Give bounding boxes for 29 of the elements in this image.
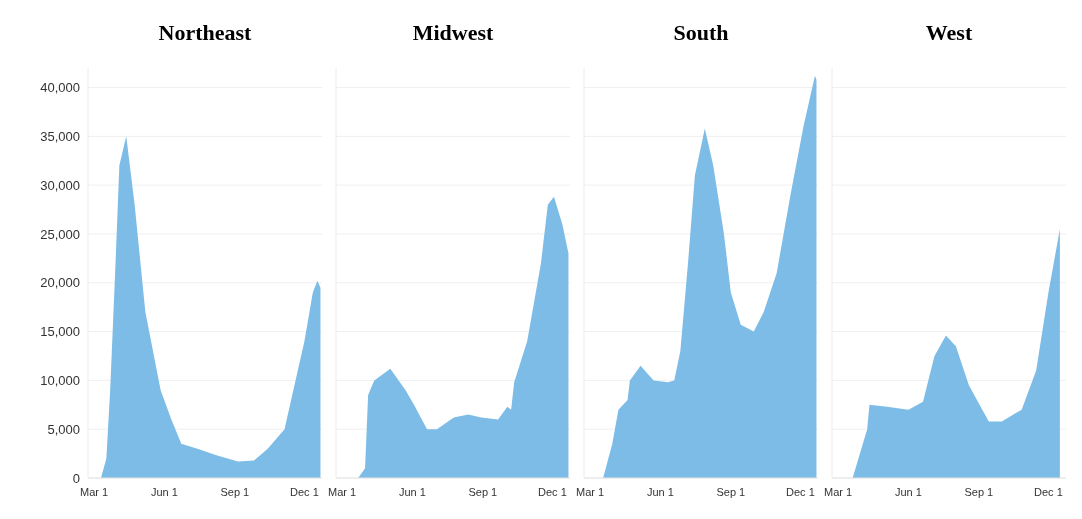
y-tick-label: 25,000	[40, 226, 80, 242]
y-tick-label: 30,000	[40, 177, 80, 193]
x-tick-label: Mar 1	[80, 486, 109, 498]
y-tick-label: 10,000	[40, 372, 80, 388]
x-tick-label: Dec 1	[538, 486, 567, 498]
x-tick-label: Jun 1	[895, 486, 922, 498]
chart-title: West	[925, 20, 973, 45]
y-tick-label: 15,000	[40, 324, 80, 340]
y-tick-label: 40,000	[40, 80, 80, 96]
x-tick-label: Jun 1	[399, 486, 426, 498]
x-tick-label: Sep 1	[468, 486, 498, 498]
x-tick-label: Sep 1	[220, 486, 250, 498]
y-tick-label: 0	[72, 470, 80, 486]
x-tick-label: Mar 1	[576, 486, 605, 498]
y-tick-label: 35,000	[40, 128, 80, 144]
x-tick-label: Jun 1	[151, 486, 178, 498]
chart-title: Midwest	[412, 20, 494, 45]
x-tick-label: Mar 1	[824, 486, 853, 498]
x-tick-label: Dec 1	[290, 486, 319, 498]
chart-title: Northeast	[158, 20, 253, 45]
x-tick-label: Dec 1	[786, 486, 815, 498]
x-tick-label: Jun 1	[647, 486, 674, 498]
y-tick-label: 5,000	[47, 421, 80, 437]
x-tick-label: Mar 1	[328, 486, 357, 498]
x-tick-label: Sep 1	[716, 486, 746, 498]
chart-title: South	[673, 20, 729, 45]
x-tick-label: Dec 1	[1034, 486, 1063, 498]
x-tick-label: Sep 1	[964, 486, 994, 498]
y-tick-label: 20,000	[40, 275, 80, 291]
